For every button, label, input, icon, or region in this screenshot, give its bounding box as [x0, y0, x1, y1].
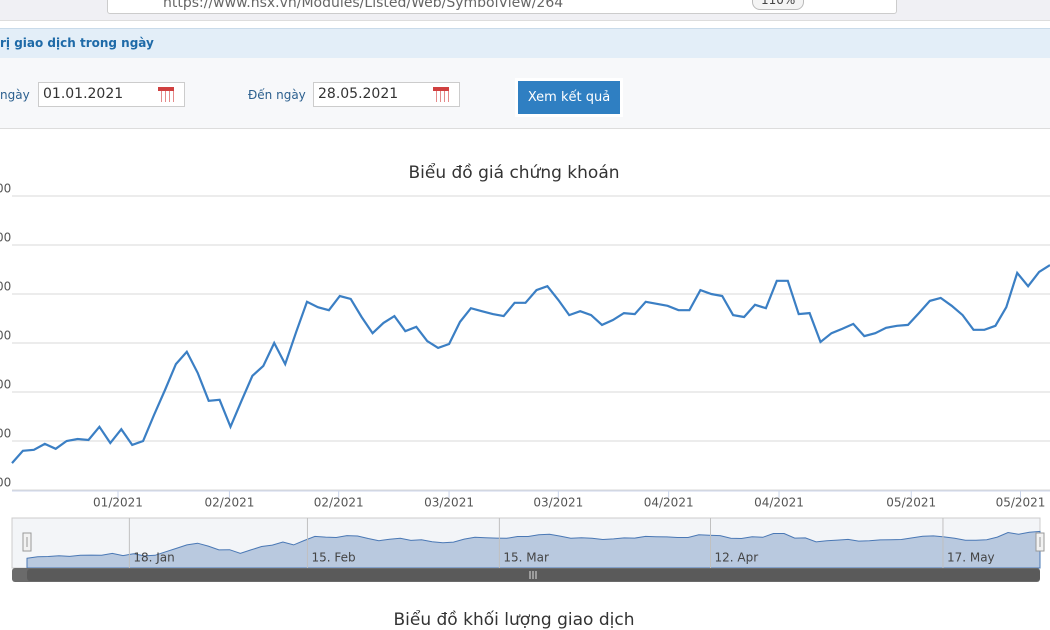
navigator-tick-label: 17. May	[947, 551, 995, 565]
browser-bar: https://www.hsx.vn/Modules/Listed/Web/Sy…	[0, 0, 1050, 21]
url-bar[interactable]: https://www.hsx.vn/Modules/Listed/Web/Sy…	[107, 0, 897, 14]
y-tick-label: 00	[0, 182, 11, 196]
from-input[interactable]: 01.01.2021	[38, 82, 185, 107]
x-tick-label: 01/2021	[93, 496, 143, 510]
calendar-icon[interactable]	[433, 87, 449, 102]
x-tick-label: 04/2021	[754, 496, 804, 510]
price-line	[11, 264, 1050, 464]
from-label: ngày	[0, 88, 30, 102]
submit-button[interactable]: Xem kết quả	[515, 78, 623, 117]
to-input[interactable]: 28.05.2021	[313, 82, 460, 107]
x-tick-label: 04/2021	[644, 496, 694, 510]
x-tick-label: 05/2021	[886, 496, 936, 510]
y-tick-label: 00	[0, 427, 11, 441]
navigator-tick-label: 15. Mar	[503, 551, 549, 565]
chart-title: Biểu đồ giá chứng khoán	[408, 162, 619, 183]
x-tick-label: 02/2021	[205, 496, 255, 510]
y-tick-label: 00	[0, 329, 11, 343]
from-value: 01.01.2021	[43, 86, 124, 102]
y-tick-label: 00	[0, 280, 11, 294]
chart: Biểu đồ giá chứng khoán Biểu đồ khối lượ…	[0, 162, 1050, 630]
y-tick-label: 00	[0, 476, 11, 490]
calendar-icon[interactable]	[158, 87, 174, 102]
navigator-tick-label: 12. Apr	[715, 551, 759, 565]
panel-header: rị giao dịch trong ngày	[0, 28, 1050, 59]
zoom-level[interactable]: 110%	[752, 0, 805, 10]
y-tick-label: 00	[0, 378, 11, 392]
x-tick-label: 02/2021	[314, 496, 364, 510]
navigator-area	[26, 530, 1041, 569]
to-label: Đến ngày	[248, 88, 306, 102]
to-value: 28.05.2021	[318, 86, 399, 102]
navigator-tick-label: 18. Jan	[133, 551, 174, 565]
x-tick-label: 03/2021	[533, 496, 583, 510]
x-tick-label: 05/2021	[996, 496, 1046, 510]
date-form: ngày 01.01.2021 Đến ngày 28.05.2021 Xem …	[0, 58, 1050, 129]
navigator-tick-label: 15. Feb	[311, 551, 355, 565]
y-tick-label: 00	[0, 231, 11, 245]
x-tick-label: 03/2021	[424, 496, 474, 510]
volume-title: Biểu đồ khối lượng giao dịch	[393, 609, 634, 630]
